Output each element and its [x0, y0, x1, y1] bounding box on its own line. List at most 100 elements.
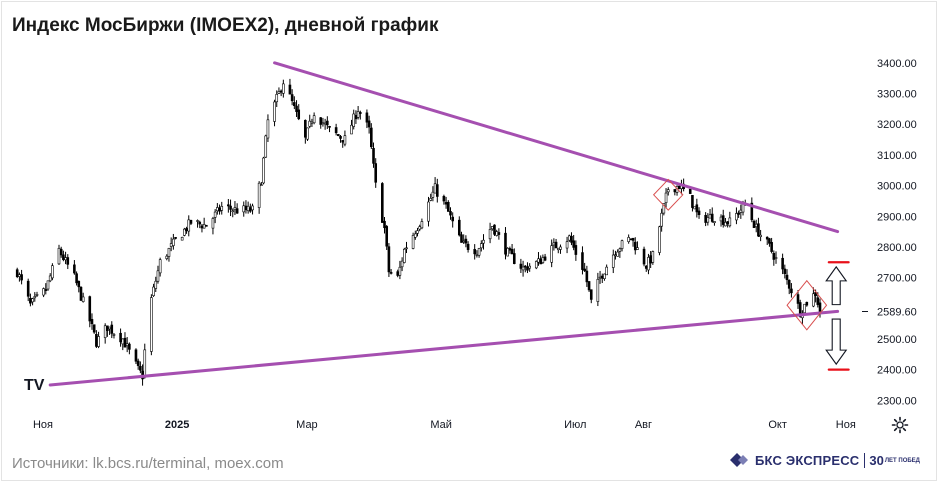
candle [528, 263, 531, 272]
candle-body [554, 241, 558, 249]
candle-body [479, 243, 483, 249]
candle [774, 251, 778, 264]
candle-body [510, 249, 514, 255]
brand-years-number: 30 [869, 452, 884, 468]
candle-body [710, 213, 714, 222]
candle [572, 234, 575, 251]
candle-body [227, 204, 230, 207]
candle [488, 222, 492, 244]
candle [418, 224, 422, 232]
time-axis[interactable]: Ноя 2025 Мар Май Июл Авг Окт Ноя [33, 419, 856, 431]
candle-body [110, 324, 114, 334]
gear-icon[interactable] [891, 416, 909, 434]
candle-body [290, 94, 294, 102]
candle-body [51, 265, 54, 279]
candle-body [420, 221, 424, 229]
candle [521, 260, 525, 277]
candle-body [343, 135, 347, 145]
candle [710, 207, 714, 223]
candle [664, 188, 668, 209]
candle [629, 238, 633, 241]
brand-years: 30ЛЕТ ПОБЕД [864, 452, 920, 468]
candle [44, 283, 48, 295]
candle [81, 292, 85, 303]
candle-body [310, 121, 314, 124]
candle-body [666, 189, 670, 193]
candle [677, 185, 681, 190]
candle-body [620, 240, 624, 249]
candle-body [693, 206, 696, 210]
trendline [48, 309, 840, 387]
candle [587, 281, 591, 292]
candle-body [688, 188, 692, 194]
candle-body [565, 241, 569, 249]
candle-body [44, 289, 48, 291]
candle-body [724, 222, 727, 227]
candle-body [629, 238, 633, 241]
candle-body [183, 228, 186, 236]
candle [354, 110, 358, 124]
candle-body [435, 184, 439, 197]
candle [319, 117, 323, 129]
candle-body [541, 257, 545, 263]
candle [567, 234, 571, 243]
candle-body [785, 274, 789, 281]
candle [231, 208, 235, 218]
candle [211, 216, 215, 235]
candle-body [306, 127, 309, 140]
candle [200, 224, 204, 233]
candle-body [196, 220, 199, 222]
candle [220, 201, 224, 215]
candle-body [264, 135, 268, 158]
candle [460, 231, 463, 243]
candle-body [752, 220, 756, 228]
candle-body [205, 224, 208, 227]
candle [675, 185, 679, 196]
candle-body [534, 261, 538, 269]
candle-body [288, 84, 292, 95]
candle-body [706, 217, 710, 223]
candle [446, 200, 450, 212]
candle-body [574, 245, 578, 255]
candle-body [556, 247, 560, 251]
candle [537, 252, 540, 266]
tradingview-logo-icon[interactable]: TV [24, 377, 45, 394]
candle [400, 257, 404, 272]
candle [429, 193, 433, 202]
candle-body [359, 112, 362, 114]
candle [398, 260, 402, 280]
candle [180, 236, 184, 241]
candle [570, 232, 573, 246]
candle-body [187, 219, 191, 232]
candle-body [370, 127, 373, 148]
candle-body [29, 297, 32, 304]
candle-body [616, 251, 619, 257]
candle [805, 301, 809, 307]
candle [796, 290, 800, 309]
candle-body [473, 249, 476, 255]
candle-body [475, 254, 479, 256]
price-tick-label: 2589.60 [877, 306, 917, 318]
candle [288, 78, 292, 95]
candle-body [79, 286, 83, 301]
candle-body [400, 260, 404, 268]
candle-body [704, 214, 707, 223]
candle-body [174, 237, 177, 239]
candle [196, 219, 199, 228]
price-axis[interactable]: 3400.00 3300.00 3200.00 3100.00 3000.00 2900.… [862, 58, 917, 407]
candle [158, 257, 162, 277]
candle-body [277, 91, 281, 94]
candle [121, 338, 125, 351]
candle [787, 279, 791, 295]
candle-body [42, 288, 45, 296]
candle-body [73, 264, 76, 274]
candle [416, 227, 419, 237]
candle-body [156, 270, 160, 282]
candle-body [169, 243, 173, 247]
candle-body [185, 228, 188, 232]
candle-body [446, 201, 450, 212]
candle [88, 295, 92, 328]
candle-body [427, 201, 430, 222]
